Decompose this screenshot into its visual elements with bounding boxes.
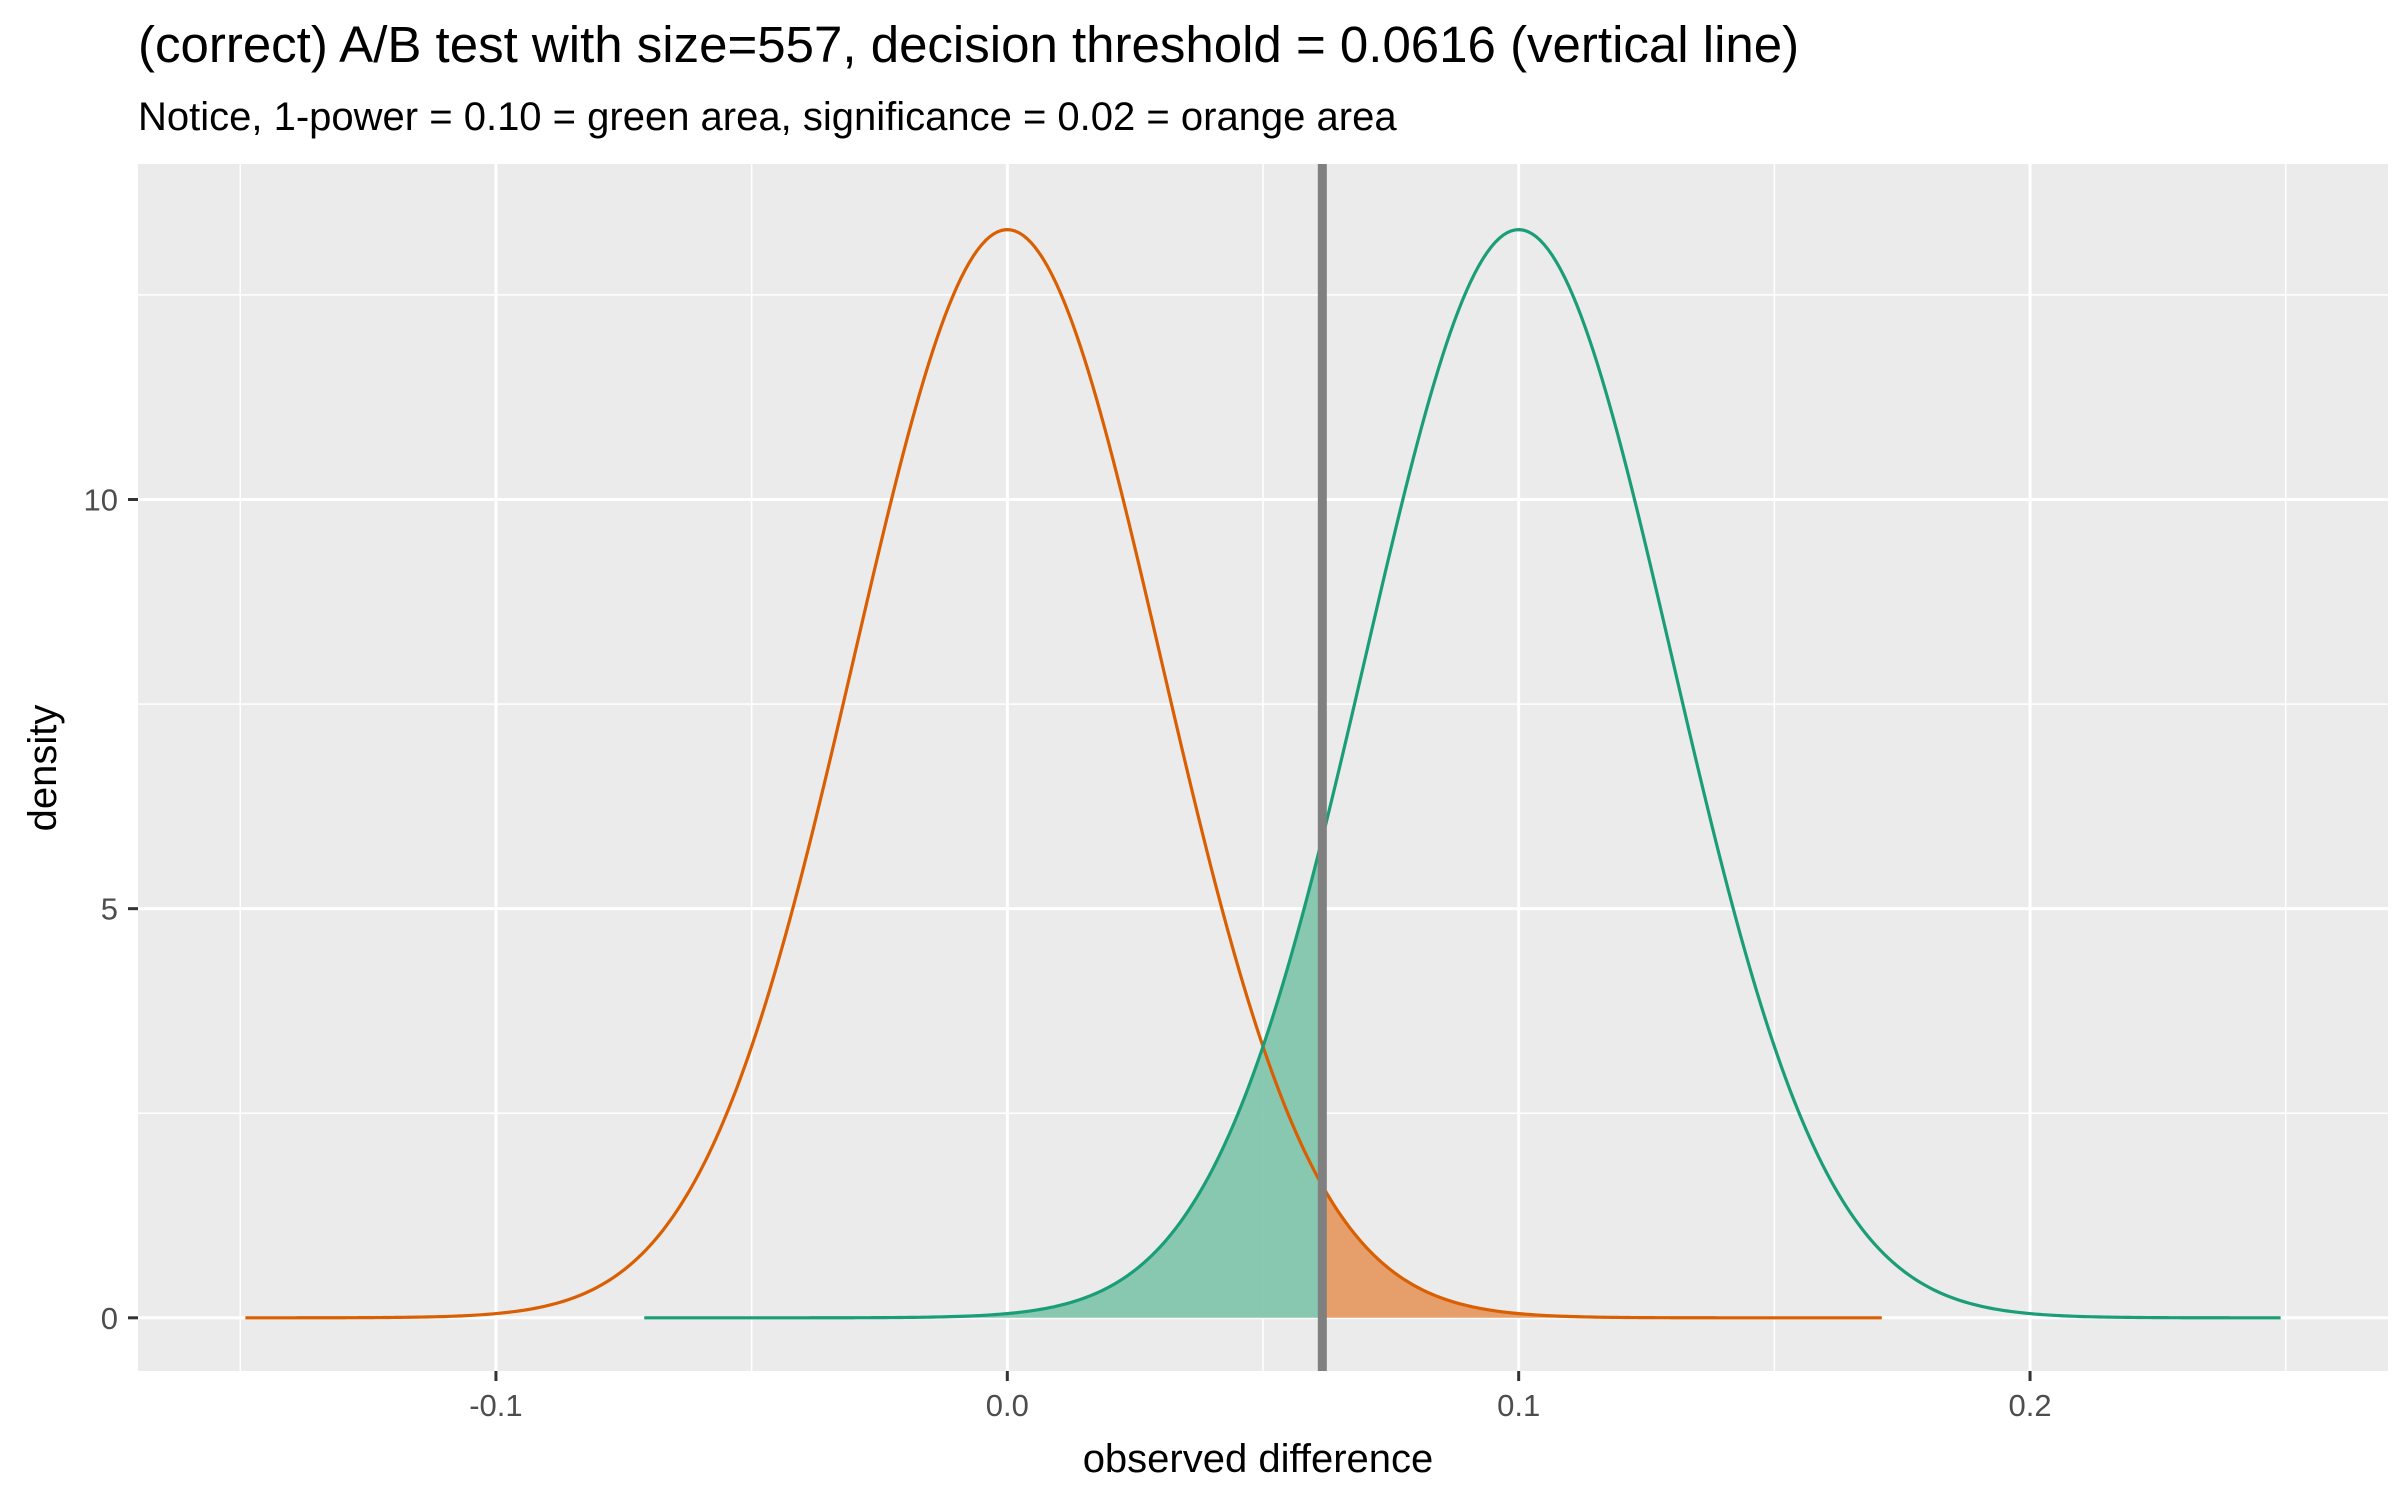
x-tick-label: -0.1 [469, 1388, 522, 1423]
null-distribution-curve [245, 228, 1882, 1320]
power-complement-area [644, 838, 1323, 1318]
x-tick-label: 0.1 [1497, 1388, 1540, 1423]
y-tick-label: 5 [101, 892, 118, 927]
x-tick-label: 0.2 [2008, 1388, 2051, 1423]
x-axis: -0.1 0.0 0.1 0.2 [469, 1371, 2052, 1423]
y-axis: 0 5 10 [84, 483, 138, 1336]
alternative-distribution-curve [644, 228, 2281, 1320]
significance-area [1322, 1185, 1882, 1318]
chart-subtitle: Notice, 1-power = 0.10 = green area, sig… [138, 95, 1397, 139]
major-gridlines [138, 164, 2388, 1371]
x-axis-title: observed difference [1083, 1437, 1434, 1481]
chart-title: (correct) A/B test with size=557, decisi… [138, 16, 1799, 73]
x-tick-label: 0.0 [986, 1388, 1029, 1423]
y-tick-label: 10 [84, 483, 118, 518]
y-axis-title: density [21, 705, 65, 832]
y-tick-label: 0 [101, 1301, 118, 1336]
